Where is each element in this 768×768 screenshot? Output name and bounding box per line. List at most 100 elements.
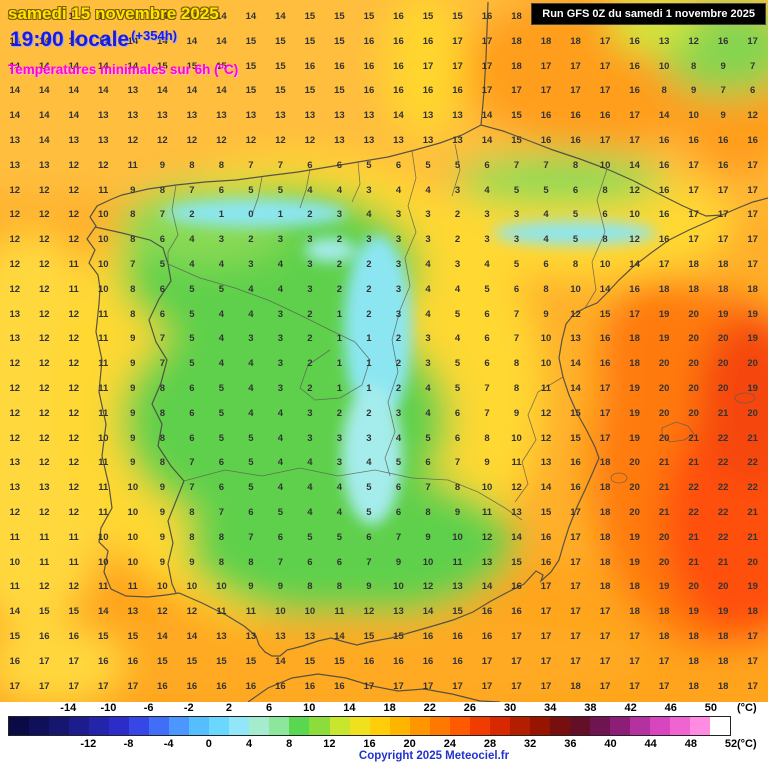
temperature-value: 17 <box>38 655 50 667</box>
temperature-value: 15 <box>157 655 168 667</box>
temperature-value: 8 <box>513 382 520 394</box>
temperature-value: 18 <box>511 11 522 22</box>
temperature-value: 5 <box>395 457 402 469</box>
temperature-value: 11 <box>98 358 109 370</box>
temperature-value: 17 <box>127 680 139 692</box>
temperature-value: 20 <box>688 358 699 370</box>
temperature-value: 17 <box>540 85 552 97</box>
temperature-value: 8 <box>307 581 313 593</box>
temperature-value: 19 <box>629 382 640 394</box>
temperature-value: 16 <box>127 655 139 667</box>
temperature-value: 11 <box>68 283 79 295</box>
temperature-value: 17 <box>511 85 522 97</box>
temperature-value: 2 <box>307 333 313 345</box>
temperature-value: 18 <box>717 630 729 642</box>
temperature-value: 7 <box>425 482 431 494</box>
temperature-value: 12 <box>68 432 80 444</box>
temperature-value: 2 <box>307 209 313 221</box>
temperature-value: 22 <box>717 457 729 469</box>
temperature-value: 12 <box>540 407 552 419</box>
temperature-value: 19 <box>658 308 670 320</box>
temperature-value: 4 <box>366 209 372 221</box>
temperature-value: 18 <box>629 581 640 593</box>
temperature-value: 14 <box>98 60 109 72</box>
temperature-value: 13 <box>393 606 404 618</box>
temperature-value: 12 <box>629 184 640 196</box>
temperature-value: 16 <box>216 680 227 692</box>
temperature-value: 11 <box>216 606 227 618</box>
temperature-value: 18 <box>747 283 758 295</box>
temperature-value: 12 <box>186 606 198 618</box>
grid-row: 12 12 12 10 9 8 6 5 5 4 3 3 3 4 5 6 8 10 12 15 17 19 20 21 22 21 <box>0 427 768 452</box>
scale-segment <box>289 717 310 735</box>
grid-row: 12 12 11 10 7 5 4 4 3 4 3 2 2 3 4 3 4 5 6 8 10 14 17 18 18 17 <box>0 253 768 278</box>
grid-row: 14 14 14 14 14 14 14 14 15 15 15 15 16 16 16 17 17 18 18 18… <box>0 30 768 55</box>
temperature-value: 14 <box>157 35 168 47</box>
scale-tick-label: 46 <box>664 702 677 714</box>
grid-row: 14 14 14 14 14 15 15 15 15 15 16 16 16 16 17 17 17 18 17 17… <box>0 55 768 80</box>
scale-tick-label: -14 <box>60 702 77 714</box>
scale-segment <box>469 717 490 735</box>
temperature-value: 20 <box>717 382 729 394</box>
temperature-value: 20 <box>688 382 699 394</box>
temperature-value: 15 <box>186 60 198 72</box>
temperature-value: 12 <box>68 209 80 221</box>
temperature-value: 16 <box>717 134 729 146</box>
scale-segment <box>69 717 90 735</box>
temperature-value: 0 <box>248 209 254 221</box>
temperature-value: 20 <box>658 531 670 543</box>
forecast-map[interactable]: 1414141414141414141415151516151516181818… <box>0 0 768 702</box>
temperature-value: 17 <box>540 655 552 667</box>
temperature-value: 3 <box>336 457 343 469</box>
temperature-value: 6 <box>395 159 402 171</box>
scale-segment <box>209 717 230 735</box>
temperature-value: 17 <box>747 655 758 667</box>
temperature-value: 21 <box>688 457 699 469</box>
temperature-value: 12 <box>38 283 50 295</box>
temperature-value: 17 <box>747 680 758 692</box>
temperature-value: 16 <box>658 184 670 196</box>
temperature-value: 11 <box>481 506 493 518</box>
temperature-value: 14 <box>98 606 109 618</box>
temperature-value: 12 <box>9 209 21 221</box>
grid-row: 13 12 12 11 8 6 5 4 4 3 2 1 2 3 4 5 6 7 9 12 15 17 19 20 19 19 <box>0 303 768 328</box>
temperature-value: 13 <box>216 110 227 122</box>
temperature-value: 17 <box>599 382 611 394</box>
temperature-value: 16 <box>540 556 552 568</box>
temperature-value: 14 <box>481 134 493 146</box>
temperature-value: 4 <box>484 258 490 270</box>
temperature-value: 20 <box>747 358 758 370</box>
temperature-value: 3 <box>366 184 372 196</box>
temperature-value: 8 <box>661 85 667 97</box>
temperature-value: 4 <box>218 258 225 270</box>
temperature-value: 12 <box>9 283 21 295</box>
temperature-value: 15 <box>363 11 375 22</box>
temperature-value: 13 <box>304 630 316 642</box>
temperature-value: 5 <box>189 308 195 320</box>
temperature-value: 14 <box>98 85 109 97</box>
temperature-value: 3 <box>395 209 402 221</box>
temperature-value: 17 <box>599 432 611 444</box>
scale-tick-label: 12 <box>323 738 336 750</box>
temperature-value: 5 <box>454 308 461 320</box>
temperature-value: 17 <box>599 35 611 47</box>
scale-tick-label: 14 <box>343 702 356 714</box>
temperature-value: 12 <box>38 234 50 246</box>
temperature-value: 2 <box>366 283 372 295</box>
temperature-value: 17 <box>68 680 80 692</box>
temperature-value: 16 <box>747 134 758 146</box>
temperature-value: 13 <box>334 134 345 146</box>
temperature-value: 13 <box>275 630 286 642</box>
temperature-value: 18 <box>717 283 729 295</box>
temperature-value: 12 <box>38 258 50 270</box>
temperature-value: 20 <box>688 308 699 320</box>
temperature-value: 8 <box>159 457 165 469</box>
temperature-value: 6 <box>484 159 490 171</box>
temperature-value: 19 <box>747 333 758 345</box>
temperature-value: 1 <box>336 333 343 345</box>
temperature-value: 2 <box>336 234 343 246</box>
temperature-value: 10 <box>422 556 434 568</box>
temperature-value: 11 <box>98 333 109 345</box>
temperature-value: 11 <box>511 457 522 469</box>
temperature-value: 5 <box>189 283 195 295</box>
